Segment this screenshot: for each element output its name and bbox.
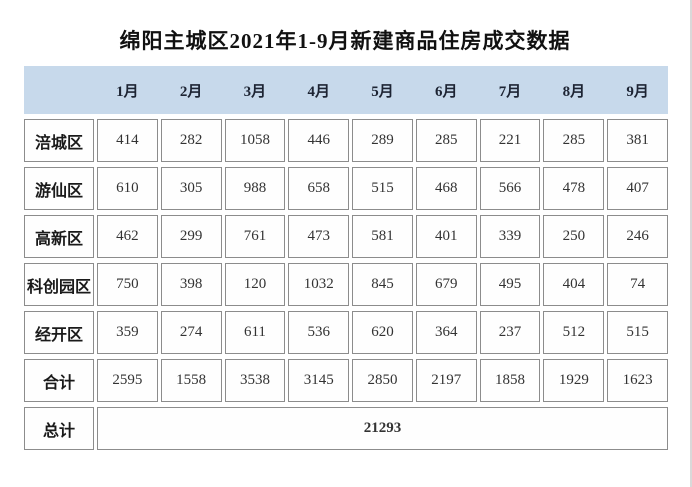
value-cell: 1032 (288, 263, 350, 306)
value-cell: 339 (479, 215, 541, 258)
value-cell: 250 (543, 215, 605, 258)
value-cell: 611 (224, 311, 286, 354)
value-cell: 566 (479, 167, 541, 210)
value-cell: 750 (97, 263, 158, 306)
value-cell: 679 (415, 263, 477, 306)
grand-total-label: 总计 (24, 407, 94, 450)
value-cell: 274 (160, 311, 222, 354)
value-cell: 221 (479, 119, 541, 162)
header-month-9: 9月 (626, 83, 649, 100)
value-cell: 446 (288, 119, 350, 162)
value-cell: 74 (607, 263, 668, 306)
header-month-2: 2月 (179, 83, 203, 100)
header-month-5: 5月 (371, 83, 394, 100)
page-title: 绵阳主城区2021年1-9月新建商品住房成交数据 (119, 29, 571, 53)
value-cell: 120 (224, 263, 286, 306)
value-cell: 478 (543, 167, 605, 210)
value-cell: 536 (288, 311, 350, 354)
value-cell: 761 (224, 215, 286, 258)
value-cell: 581 (352, 215, 413, 258)
value-cell: 610 (97, 167, 158, 210)
header-corner-cell (24, 66, 94, 114)
value-cell: 414 (97, 119, 158, 162)
header-month-7: 7月 (498, 83, 522, 100)
value-cell: 398 (160, 263, 222, 306)
value-cell: 381 (607, 119, 668, 162)
value-cell: 658 (288, 167, 350, 210)
value-cell: 1858 (479, 359, 541, 402)
value-cell: 473 (288, 215, 350, 258)
row-label: 游仙区 (24, 167, 94, 210)
header-month-3: 3月 (243, 83, 267, 100)
header-month-1: 1月 (116, 83, 139, 100)
value-cell: 515 (352, 167, 413, 210)
value-cell: 3145 (288, 359, 350, 402)
value-cell: 299 (160, 215, 222, 258)
value-cell: 401 (415, 215, 477, 258)
header-month-4: 4月 (307, 83, 330, 100)
table-header-row: 1月 2月 3月 4月 5月 6月 7月 8月 9月 (24, 66, 668, 114)
value-cell: 462 (97, 215, 158, 258)
value-cell: 237 (479, 311, 541, 354)
value-cell: 1623 (607, 359, 668, 402)
value-cell: 246 (607, 215, 668, 258)
row-label: 科创园区 (24, 263, 94, 306)
header-month-6: 6月 (435, 83, 458, 100)
value-cell: 2197 (415, 359, 477, 402)
value-cell: 364 (415, 311, 477, 354)
value-cell: 289 (352, 119, 413, 162)
value-cell: 282 (160, 119, 222, 162)
value-cell: 404 (543, 263, 605, 306)
row-label: 高新区 (24, 215, 94, 258)
value-cell: 1558 (160, 359, 222, 402)
value-cell: 285 (543, 119, 605, 162)
value-cell: 495 (479, 263, 541, 306)
value-cell: 2850 (352, 359, 413, 402)
value-cell: 407 (607, 167, 668, 210)
value-cell: 468 (415, 167, 477, 210)
value-cell: 3538 (224, 359, 286, 402)
value-cell: 2595 (97, 359, 158, 402)
table-body: 涪城区 414 282 1058 446 289 285 221 285 381 游仙区 610 305… (24, 119, 668, 450)
value-cell: 305 (160, 167, 222, 210)
value-cell: 1929 (543, 359, 605, 402)
value-cell: 845 (352, 263, 413, 306)
value-cell: 620 (352, 311, 413, 354)
value-cell: 1058 (224, 119, 286, 162)
value-cell: 515 (607, 311, 668, 354)
row-label: 涪城区 (24, 119, 94, 162)
row-label: 合计 (24, 359, 94, 402)
housing-transactions-table: 1月 2月 3月 4月 5月 6月 7月 8月 9月 涪城区 414 282 1058 446 289 28… (24, 66, 668, 450)
grand-total-value: 21293 (97, 407, 668, 450)
row-label: 经开区 (24, 311, 94, 354)
value-cell: 285 (415, 119, 477, 162)
header-month-8: 8月 (562, 83, 586, 100)
value-cell: 988 (224, 167, 286, 210)
value-cell: 512 (543, 311, 605, 354)
value-cell: 359 (97, 311, 158, 354)
